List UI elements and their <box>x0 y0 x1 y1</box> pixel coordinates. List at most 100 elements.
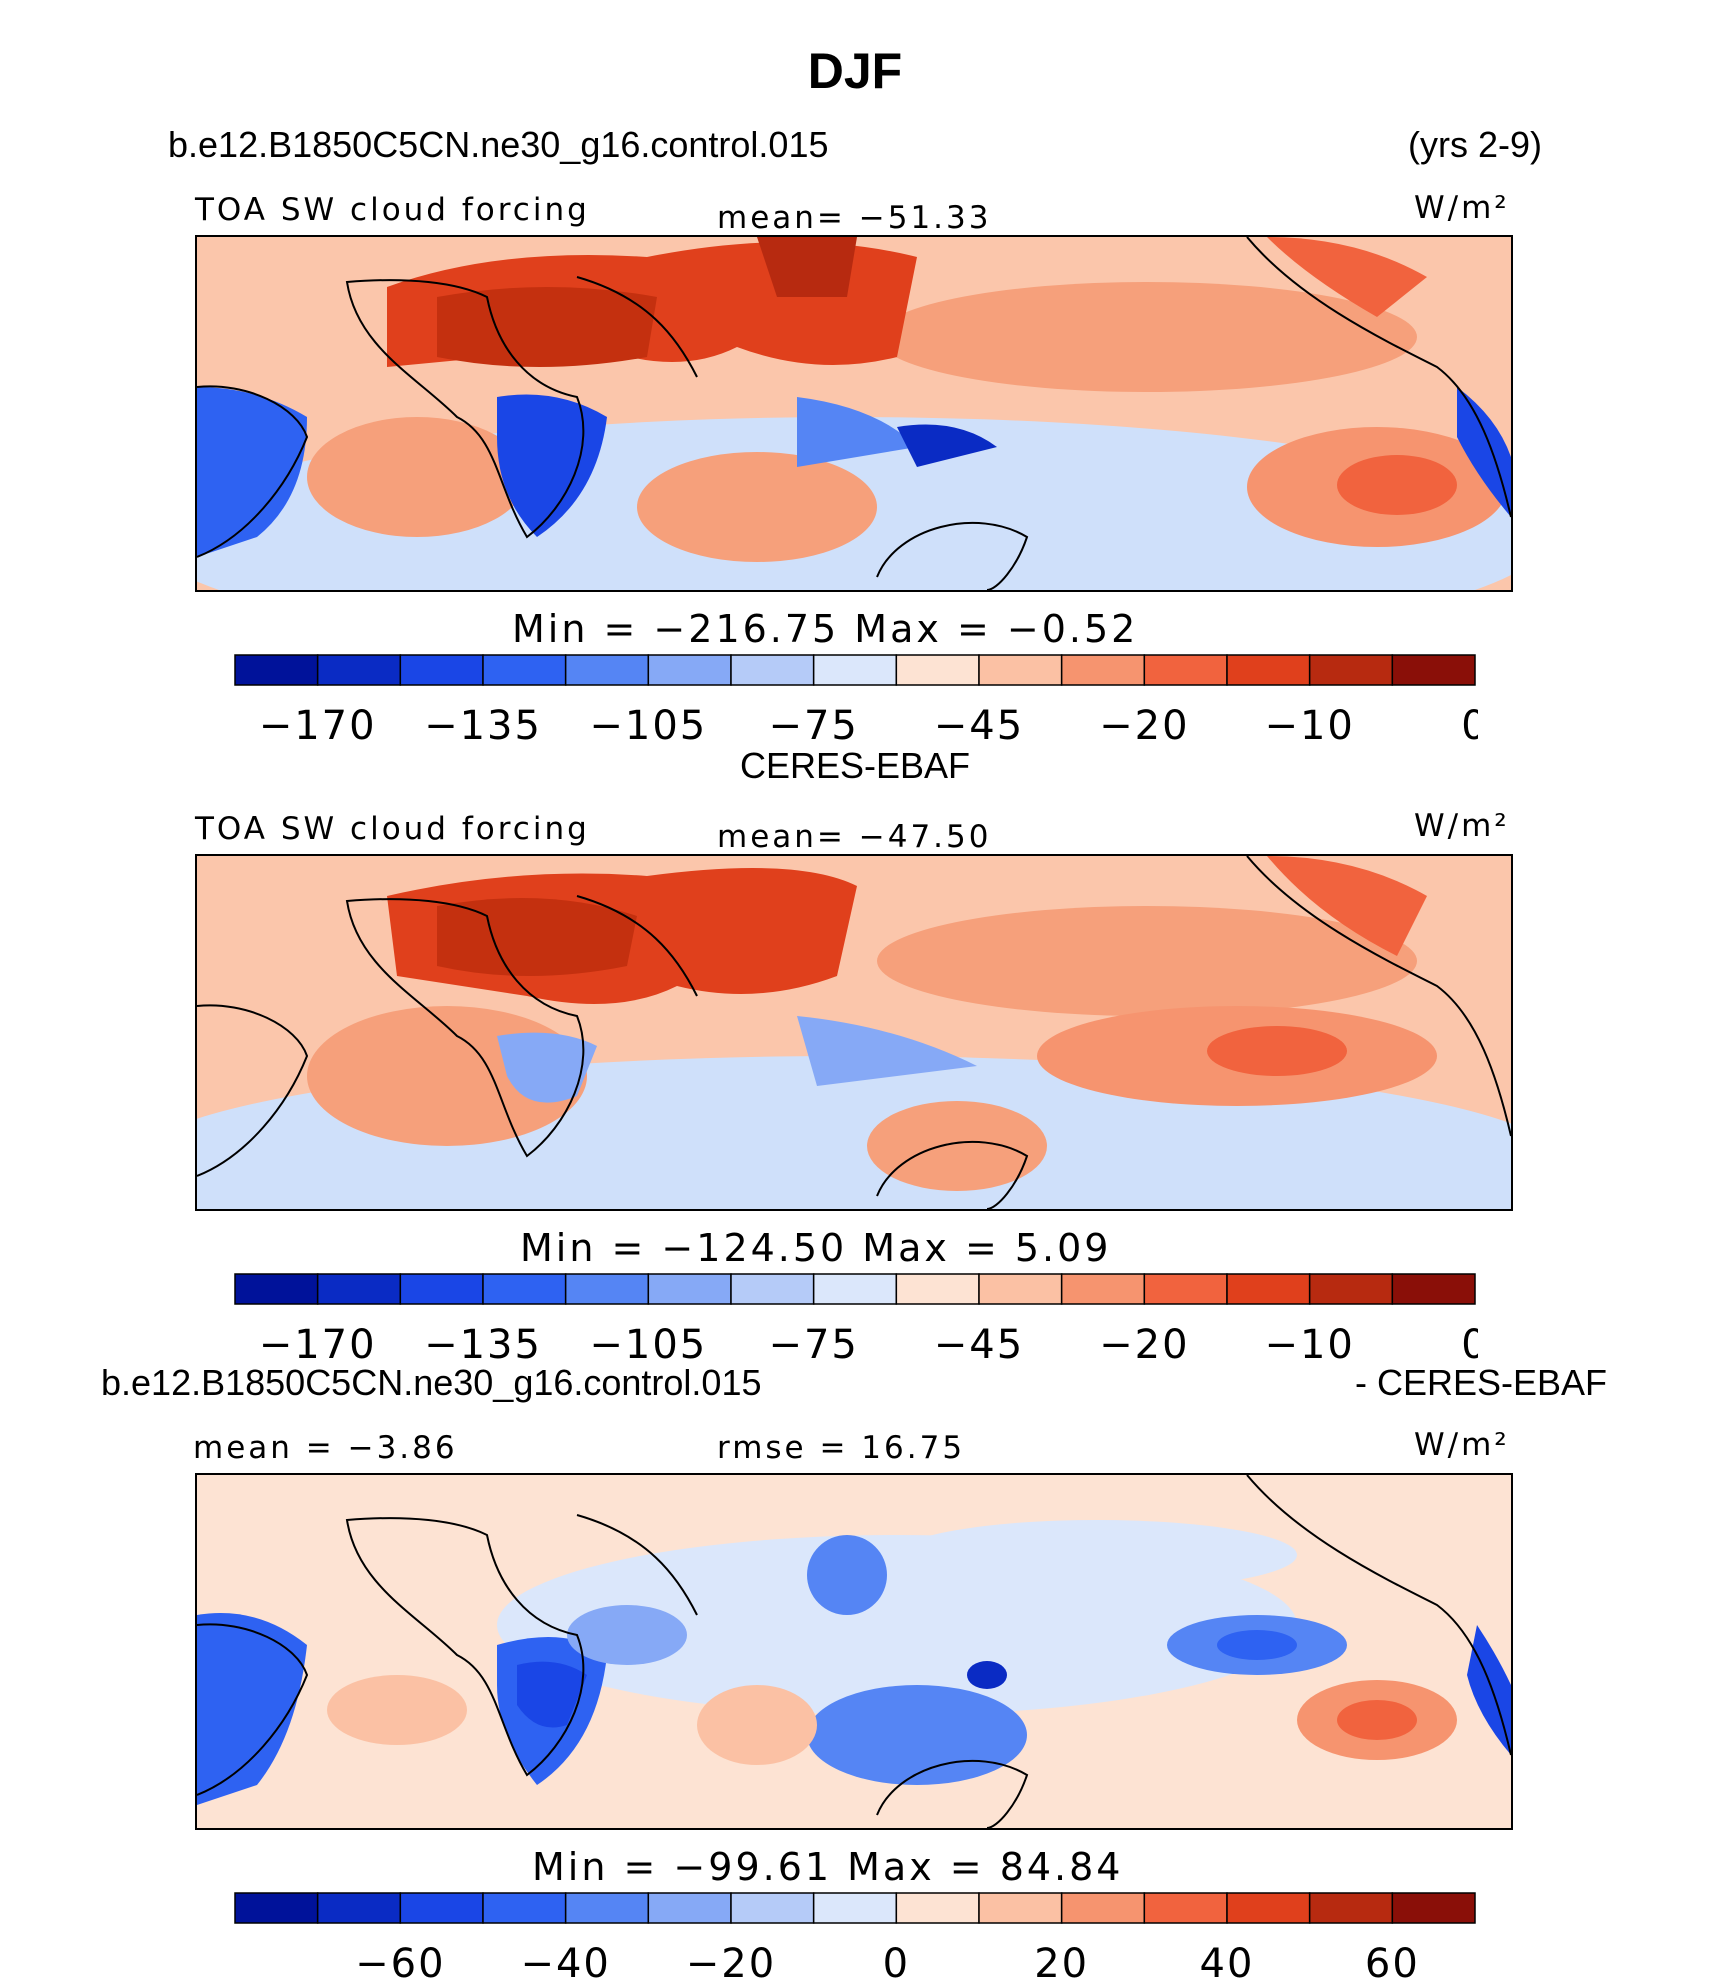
colorbar-tick-label: −10 <box>1264 703 1354 749</box>
colorbar-tick-label: −135 <box>424 1322 542 1368</box>
colorbar-tick-label: −40 <box>520 1941 610 1986</box>
colorbar-box <box>482 654 567 686</box>
case-name: b.e12.B1850C5CN.ne30_g16.control.015 <box>168 124 829 165</box>
colorbar-box <box>1060 654 1146 686</box>
colorbar-box <box>316 1892 402 1924</box>
panel3-units-text: W/m² <box>1414 1427 1510 1463</box>
colorbar-box <box>1143 654 1228 686</box>
panel1-center-label: mean= −51.33 <box>717 200 992 236</box>
colorbar-box <box>978 1273 1063 1305</box>
colorbar-box <box>564 1273 650 1305</box>
colorbar-tick-label: −10 <box>1264 1322 1354 1368</box>
colorbar-box <box>647 1892 732 1924</box>
colorbar-tick-label: 0 <box>1461 1322 1478 1368</box>
colorbar-tick-label: −20 <box>686 1941 776 1986</box>
panel1-map <box>195 235 1513 592</box>
panel2-center-label: mean= −47.50 <box>717 819 992 855</box>
colorbar-box <box>482 1273 567 1305</box>
colorbar-tick-label: −75 <box>768 703 858 749</box>
obs-title: CERES-EBAF <box>739 745 971 786</box>
colorbar-box <box>730 1273 815 1305</box>
colorbar-box <box>978 654 1063 686</box>
colorbar-box <box>1226 1892 1311 1924</box>
panel2-stats: Min = −124.50 Max = 5.09 <box>520 1226 1112 1270</box>
colorbar-box <box>730 1892 815 1924</box>
colorbar-box <box>1226 1273 1311 1305</box>
colorbar-tick-label: 60 <box>1365 1941 1420 1986</box>
colorbar-box <box>812 654 898 686</box>
colorbar-tick-label: −60 <box>355 1941 445 1986</box>
figure-title: DJF <box>807 43 903 99</box>
colorbar-box <box>730 654 815 686</box>
panel1-map-svg <box>197 237 1511 590</box>
panel2-colorbar: −170 −135 −105 −75 −45 −20 −10 0 <box>232 1271 1478 1376</box>
panel3-colorbar: −60 −40 −20 0 20 40 60 <box>232 1890 1478 1986</box>
colorbar-box <box>399 654 484 686</box>
panel2-map-svg <box>197 856 1511 1209</box>
panel3-colorbar-svg: −60 −40 −20 0 20 40 60 <box>234 1892 1476 1986</box>
colorbar-box <box>812 1273 898 1305</box>
panel1-left-label: TOA SW cloud forcing <box>195 192 590 228</box>
colorbar-box <box>399 1273 484 1305</box>
colorbar-box <box>316 1273 402 1305</box>
colorbar-box <box>1060 1892 1146 1924</box>
colorbar-box <box>895 1892 980 1924</box>
colorbar-tick-label: −135 <box>424 703 542 749</box>
colorbar-box <box>1226 654 1311 686</box>
panel2-colorbar-svg: −170 −135 −105 −75 −45 −20 −10 0 <box>234 1273 1478 1368</box>
colorbar-box <box>1308 654 1394 686</box>
colorbar-box <box>482 1892 567 1924</box>
years-label: (yrs 2-9) <box>1408 124 1542 165</box>
panel2-units-text: W/m² <box>1414 808 1510 844</box>
colorbar-tick-label: −20 <box>1099 1322 1189 1368</box>
colorbar-tick-label: −20 <box>1099 703 1189 749</box>
colorbar-box <box>399 1892 484 1924</box>
colorbar-box <box>234 654 319 686</box>
colorbar-box <box>1143 1892 1228 1924</box>
colorbar-box <box>1391 654 1476 686</box>
colorbar-tick-label: 0 <box>883 1941 910 1986</box>
colorbar-tick-label: −105 <box>589 703 707 749</box>
colorbar-box <box>647 1273 732 1305</box>
colorbar-tick-label: 0 <box>1461 703 1478 749</box>
panel3-map-svg <box>197 1475 1511 1828</box>
colorbar-box <box>1308 1273 1394 1305</box>
colorbar-tick-label: −170 <box>259 703 377 749</box>
panel3-units: W/m² <box>1414 1427 1510 1463</box>
panel2-map <box>195 854 1513 1211</box>
panel1-units-text: W/m² <box>1414 190 1510 226</box>
colorbar-tick-label: 40 <box>1200 1941 1255 1986</box>
colorbar-tick-label: −105 <box>589 1322 707 1368</box>
panel1-units: W/m² <box>1414 190 1510 226</box>
panel1-colorbar: −170 −135 −105 −75 −45 −20 −10 0 <box>232 652 1478 757</box>
panel1-stats: Min = −216.75 Max = −0.52 <box>512 607 1139 651</box>
colorbar-tick-label: −45 <box>934 1322 1024 1368</box>
colorbar-box <box>234 1273 319 1305</box>
panel3-center-label: rmse = 16.75 <box>717 1430 966 1466</box>
colorbar-box <box>1308 1892 1394 1924</box>
colorbar-box <box>316 654 402 686</box>
panel2-left-label: TOA SW cloud forcing <box>195 811 590 847</box>
colorbar-box <box>1060 1273 1146 1305</box>
colorbar-box <box>564 654 650 686</box>
panel3-left-label: mean = −3.86 <box>193 1430 458 1466</box>
colorbar-box <box>564 1892 650 1924</box>
colorbar-tick-label: −45 <box>934 703 1024 749</box>
colorbar-box <box>1391 1892 1476 1924</box>
colorbar-tick-label: −75 <box>768 1322 858 1368</box>
panel3-stats: Min = −99.61 Max = 84.84 <box>532 1845 1124 1889</box>
colorbar-box <box>647 654 732 686</box>
colorbar-box <box>812 1892 898 1924</box>
diff-case-name: b.e12.B1850C5CN.ne30_g16.control.015 <box>101 1362 762 1403</box>
colorbar-tick-label: 20 <box>1034 1941 1089 1986</box>
diff-obs-name: - CERES-EBAF <box>1354 1362 1607 1403</box>
colorbar-box <box>234 1892 319 1924</box>
panel2-units: W/m² <box>1414 808 1510 844</box>
colorbar-tick-label: −170 <box>259 1322 377 1368</box>
panel1-colorbar-svg: −170 −135 −105 −75 −45 −20 −10 0 <box>234 654 1478 749</box>
colorbar-box <box>978 1892 1063 1924</box>
colorbar-box <box>1391 1273 1476 1305</box>
colorbar-box <box>895 1273 980 1305</box>
colorbar-box <box>895 654 980 686</box>
panel3-map <box>195 1473 1513 1830</box>
